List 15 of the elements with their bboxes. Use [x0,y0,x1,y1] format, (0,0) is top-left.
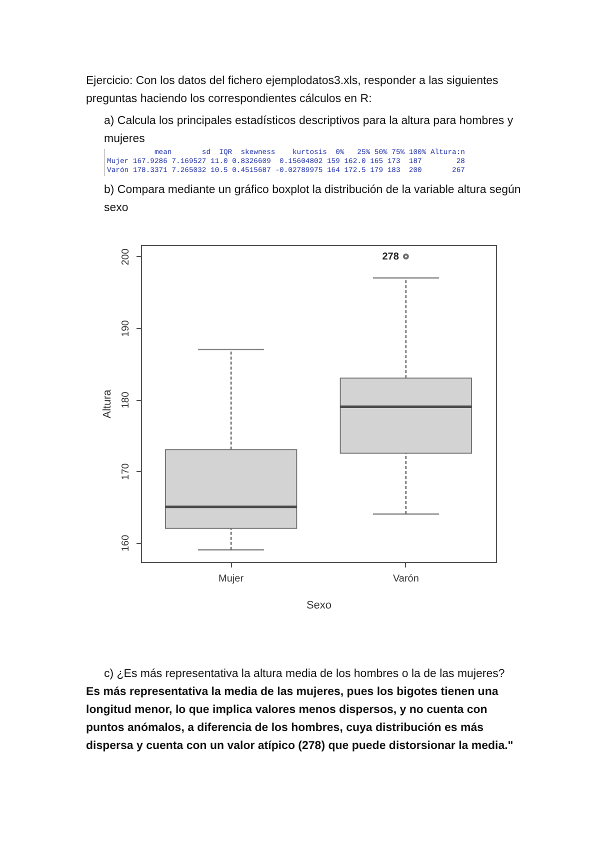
chart-title: Ejercicio: Con los datos del fichero ejemplodatos3.xls, responder a las siguientes preguntas haciendo los correspondientes cálculos en R: [86,74,500,107]
x-tick-label: Mujer [218,574,244,584]
y-tick-label: 180 [120,391,132,408]
text: c) ¿Es más representativa la altura media de los hombres o la de las mujeres? [104,667,506,682]
y-axis-title: Altura [102,388,114,418]
text: a) Calcula los principales estadísticos descriptivos para la altura para hombres y mujeres [104,114,514,147]
y-tick-label: 190 [120,320,132,337]
annotation: 278 [382,251,400,262]
y-tick-label: 160 [120,534,132,552]
x-tick-label: Varón [392,574,419,584]
y-tick-label: 170 [120,462,132,480]
x-axis-title: Sexo [306,600,332,612]
text: Es más representativa la media de las mujeres, pues los bigotes tienen una longitud menor, lo que implica valores menos dispersos, y no cuenta con puntos anómalos, a diferencia de los hombres, cuya distribución es más dispersa y cuenta con un valor atípico (278) que puede distorsionar la media." [86,685,514,754]
text: b) Compara mediante un gráfico boxplot la distribución de la variable altura según sexo [104,183,522,216]
y-tick-label: 200 [120,248,132,266]
